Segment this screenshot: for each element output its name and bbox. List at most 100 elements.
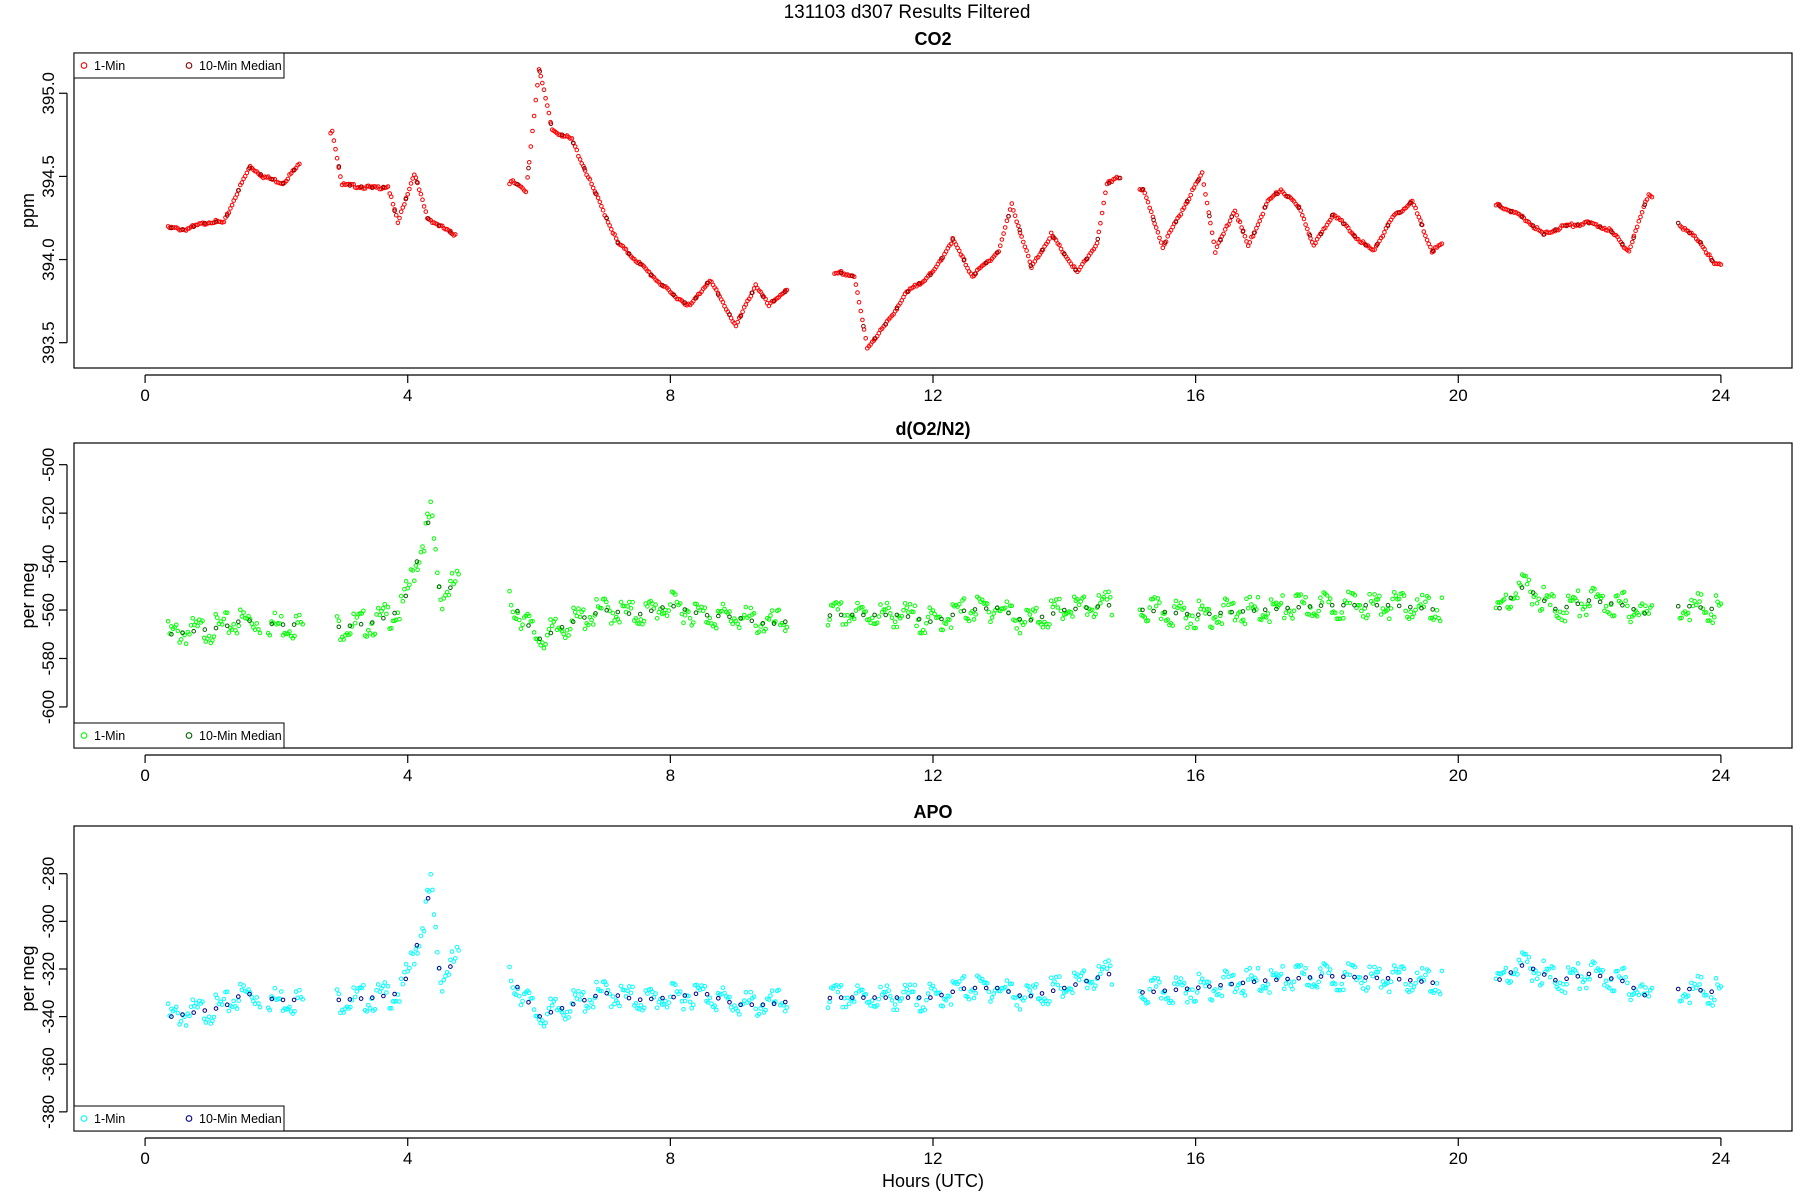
data-point-1-min: [878, 984, 883, 990]
data-point-10-min-median: [1073, 606, 1078, 612]
data-point-1-min: [1034, 982, 1039, 987]
data-point-10-min-median: [202, 1008, 208, 1013]
data-point-1-min: [1076, 977, 1082, 983]
y-tick-label: -320: [39, 952, 58, 986]
data-point-1-min: [1403, 608, 1408, 614]
data-point-1-min: [751, 994, 757, 1000]
data-point-1-min: [1101, 200, 1106, 206]
data-point-10-min-median: [872, 336, 877, 341]
data-point-10-min-median: [1318, 231, 1324, 237]
data-point-1-min: [572, 609, 578, 615]
data-point-1-min: [1070, 264, 1075, 269]
data-point-1-min: [1002, 605, 1008, 611]
data-point-1-min: [607, 608, 612, 614]
data-point-1-min: [1607, 611, 1612, 616]
data-point-1-min: [625, 988, 631, 994]
data-point-1-min: [285, 176, 291, 182]
data-point-1-min: [1713, 593, 1719, 598]
data-point-1-min: [1493, 976, 1499, 982]
data-point-10-min-median: [1173, 987, 1179, 993]
data-point-10-min-median: [1553, 977, 1558, 983]
data-point-1-min: [1098, 971, 1103, 977]
data-point-1-min: [297, 987, 302, 993]
data-point-1-min: [1290, 616, 1295, 621]
data-point-1-min: [1240, 988, 1246, 994]
legend-label: 10-Min Median: [199, 1112, 282, 1126]
data-point-1-min: [1153, 603, 1159, 609]
data-point-10-min-median: [827, 995, 833, 1001]
data-point-1-min: [1282, 986, 1287, 992]
data-point-1-min: [1414, 211, 1420, 216]
data-point-1-min: [1692, 981, 1697, 987]
data-point-1-min: [413, 946, 419, 952]
data-point-1-min: [1263, 615, 1269, 620]
data-point-10-min-median: [1184, 198, 1190, 204]
data-point-1-min: [1301, 971, 1307, 977]
data-point-1-min: [577, 157, 583, 162]
data-point-1-min: [523, 189, 529, 195]
data-point-10-min-median: [1240, 980, 1246, 986]
data-point-1-min: [1301, 216, 1307, 222]
data-point-1-min: [686, 609, 691, 614]
data-point-1-min: [1434, 607, 1440, 613]
data-point-1-min: [333, 146, 338, 152]
data-point-10-min-median: [961, 258, 967, 263]
data-point-1-min: [853, 282, 859, 287]
data-point-1-min: [1108, 594, 1113, 600]
data-point-1-min: [907, 601, 913, 607]
data-point-10-min-median: [1073, 982, 1078, 987]
x-axis-label: Hours (UTC): [882, 1171, 984, 1191]
data-point-1-min: [653, 991, 658, 996]
data-point-1-min: [1423, 972, 1428, 978]
data-point-10-min-median: [905, 289, 911, 295]
data-point-10-min-median: [983, 260, 989, 266]
data-point-1-min: [957, 979, 962, 984]
data-point-1-min: [1582, 977, 1587, 983]
data-point-1-min: [1414, 970, 1420, 976]
data-point-1-min: [1314, 614, 1320, 619]
data-point-10-min-median: [1497, 977, 1502, 982]
data-point-1-min: [543, 1020, 548, 1026]
data-point-1-min: [609, 1004, 614, 1010]
data-point-1-min: [1211, 239, 1216, 245]
data-point-1-min: [1147, 986, 1152, 992]
page-title: 131103 d307 Results Filtered: [784, 2, 1031, 23]
data-point-10-min-median: [358, 184, 364, 189]
data-point-1-min: [1158, 996, 1164, 1001]
data-point-10-min-median: [916, 616, 922, 622]
data-point-10-min-median: [771, 298, 777, 304]
data-point-1-min: [553, 616, 558, 622]
data-point-1-min: [892, 1002, 898, 1007]
data-point-1-min: [1396, 969, 1402, 975]
data-point-1-min: [1188, 621, 1193, 627]
data-point-1-min: [236, 998, 241, 1003]
data-point-1-min: [973, 612, 979, 617]
data-point-10-min-median: [749, 618, 755, 624]
data-point-1-min: [1694, 985, 1699, 991]
data-point-1-min: [577, 997, 583, 1002]
data-point-1-min: [1245, 606, 1251, 611]
data-point-1-min: [691, 620, 696, 625]
legend-marker: [185, 62, 193, 69]
data-point-1-min: [1060, 616, 1065, 622]
data-point-1-min: [549, 1003, 555, 1008]
data-point-10-min-median: [1006, 610, 1011, 616]
data-point-1-min: [1185, 1000, 1190, 1005]
data-point-1-min: [1352, 964, 1358, 970]
data-point-10-min-median: [883, 995, 889, 1000]
data-point-1-min: [1534, 976, 1540, 982]
data-point-1-min: [768, 993, 773, 998]
data-point-1-min: [589, 181, 594, 187]
legend-marker: [80, 62, 88, 69]
data-point-1-min: [666, 1000, 672, 1005]
data-point-1-min: [545, 103, 550, 108]
data-point-1-min: [1303, 222, 1308, 227]
data-point-1-min: [1541, 584, 1546, 590]
data-point-10-min-median: [649, 996, 654, 1002]
data-point-10-min-median: [1530, 966, 1536, 972]
data-point-1-min: [1508, 979, 1514, 984]
data-point-1-min: [876, 614, 882, 619]
data-point-10-min-median: [1385, 223, 1391, 228]
data-point-1-min: [1268, 597, 1274, 602]
x-tick-label: 12: [924, 766, 943, 785]
